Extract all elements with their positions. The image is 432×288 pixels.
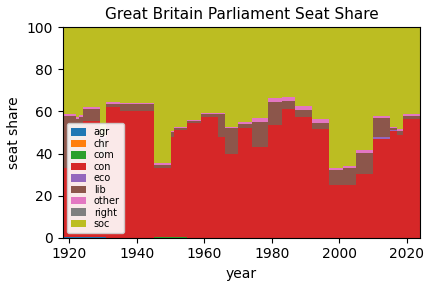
X-axis label: year: year [226, 267, 257, 281]
Title: Great Britain Parliament Seat Share: Great Britain Parliament Seat Share [105, 7, 378, 22]
Y-axis label: seat share: seat share [7, 96, 21, 169]
Legend: agr, chr, com, con, eco, lib, other, right, soc: agr, chr, com, con, eco, lib, other, rig… [67, 124, 124, 233]
